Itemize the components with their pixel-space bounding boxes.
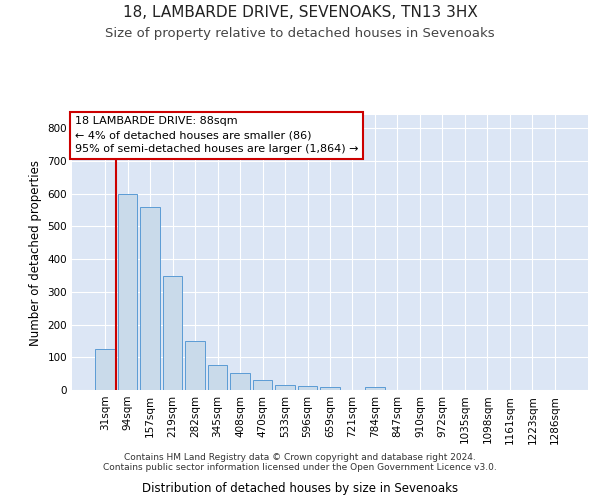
Text: Contains HM Land Registry data © Crown copyright and database right 2024.
Contai: Contains HM Land Registry data © Crown c… — [103, 453, 497, 472]
Text: 18 LAMBARDE DRIVE: 88sqm
← 4% of detached houses are smaller (86)
95% of semi-de: 18 LAMBARDE DRIVE: 88sqm ← 4% of detache… — [74, 116, 358, 154]
Bar — [230, 373, 250, 390]
Bar — [185, 341, 205, 390]
Bar — [208, 365, 227, 390]
Bar — [163, 276, 182, 390]
Bar — [298, 386, 317, 390]
Text: 18, LAMBARDE DRIVE, SEVENOAKS, TN13 3HX: 18, LAMBARDE DRIVE, SEVENOAKS, TN13 3HX — [122, 5, 478, 20]
Bar — [95, 349, 115, 390]
Bar — [365, 388, 385, 390]
Bar — [118, 194, 137, 390]
Text: Distribution of detached houses by size in Sevenoaks: Distribution of detached houses by size … — [142, 482, 458, 495]
Bar — [275, 385, 295, 390]
Text: Size of property relative to detached houses in Sevenoaks: Size of property relative to detached ho… — [105, 28, 495, 40]
Bar — [253, 380, 272, 390]
Y-axis label: Number of detached properties: Number of detached properties — [29, 160, 42, 346]
Bar — [320, 388, 340, 390]
Bar — [140, 208, 160, 390]
